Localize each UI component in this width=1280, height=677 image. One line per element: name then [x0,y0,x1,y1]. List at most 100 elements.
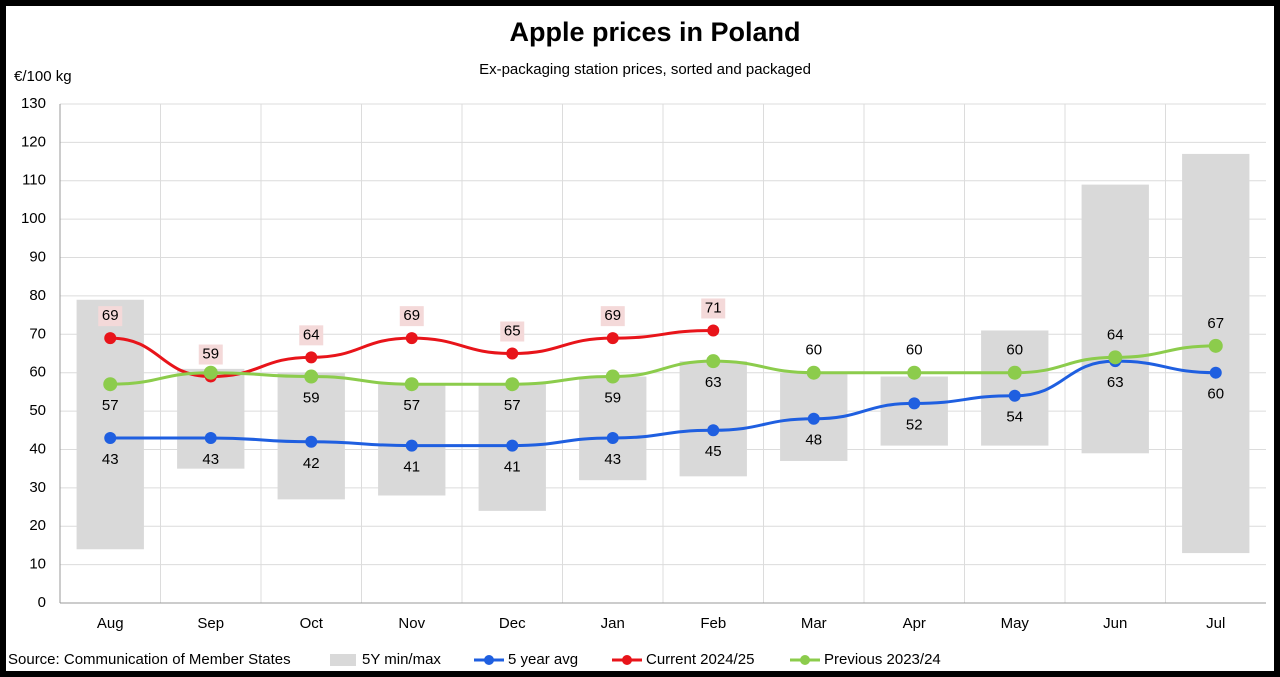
legend-marker [622,655,632,665]
range-bar [579,376,647,481]
value-label-box [198,344,223,365]
value-label: 60 [906,342,923,359]
series-point [1209,366,1222,379]
value-label-box [399,306,424,327]
source-note: Source: Communication of Member States [8,651,291,668]
value-label: 71 [705,299,722,316]
y-tick-label: 120 [21,133,46,150]
legend-marker [800,655,810,665]
series-point [103,377,118,392]
value-label-box [600,306,625,327]
value-label: 63 [1107,374,1124,391]
series-point [908,397,921,410]
y-tick-label: 40 [29,440,46,457]
series-point [203,365,218,380]
value-label: 60 [1207,386,1224,403]
y-tick-label: 100 [21,210,46,227]
value-label: 42 [303,455,320,472]
legend-marker [484,655,494,665]
series-point [605,369,620,384]
value-label: 43 [202,451,219,468]
series-point [1008,389,1021,402]
series-point [305,435,318,448]
series-point [104,332,117,345]
value-label: 41 [403,459,420,476]
x-tick-label: Jan [601,615,625,632]
series-line [110,359,1216,448]
value-label-box [98,306,123,327]
x-tick-label: May [1001,615,1030,632]
y-tick-label: 20 [29,517,46,534]
x-tick-label: Dec [499,615,526,632]
series-point [204,431,217,444]
y-tick-label: 130 [21,95,46,112]
value-label: 59 [604,389,621,406]
series-point [404,377,419,392]
series-point [707,324,720,337]
x-tick-label: Jun [1103,615,1127,632]
series-point [1208,338,1223,353]
series-point [304,369,319,384]
y-tick-label: 0 [38,594,46,611]
legend-label: 5 year avg [508,651,578,668]
range-bar [1182,153,1250,554]
value-label: 65 [504,322,521,339]
y-tick-label: 60 [29,364,46,381]
series-point [707,424,720,437]
legend-swatch [330,654,356,666]
series-point [1007,365,1022,380]
value-label: 63 [705,374,722,391]
value-label: 43 [102,451,119,468]
series-point [907,365,922,380]
value-label: 41 [504,459,521,476]
x-tick-label: Mar [801,615,827,632]
y-tick-label: 110 [22,172,46,189]
y-tick-label: 10 [29,556,46,573]
range-bar [981,330,1049,446]
value-label: 57 [102,397,119,414]
value-label: 52 [906,416,923,433]
legend-label: Previous 2023/24 [824,651,941,668]
series-point [305,351,318,364]
legend-label: Current 2024/25 [646,651,754,668]
value-label: 48 [805,432,822,449]
range-bar [880,376,948,446]
series-point [405,332,418,345]
series-point [505,377,520,392]
x-tick-label: Apr [903,615,926,632]
value-label: 60 [805,342,822,359]
x-tick-label: Oct [300,615,324,632]
series-point [606,332,619,345]
value-label: 69 [403,307,420,324]
chart-title: Apple prices in Poland [509,17,800,47]
x-tick-label: Feb [700,615,726,632]
value-label: 67 [1207,315,1224,332]
chart-subtitle: Ex-packaging station prices, sorted and … [479,61,811,78]
value-label: 57 [504,397,521,414]
range-bar [1081,184,1149,454]
value-label: 59 [303,389,320,406]
series-point [506,347,519,360]
value-label: 69 [604,307,621,324]
range-bar [177,368,245,469]
value-label-box [500,321,525,342]
series-point [104,431,117,444]
value-label-box [701,298,726,319]
value-label-box [299,325,324,346]
series-point [506,439,519,452]
range-bar [679,361,747,477]
y-tick-label: 90 [29,249,46,266]
series-point [806,365,821,380]
y-tick-label: 80 [29,287,46,304]
value-label: 60 [1006,342,1023,359]
value-label: 57 [403,397,420,414]
series-point [606,431,619,444]
series-line [110,344,1216,386]
x-tick-label: Aug [97,615,124,632]
y-axis-label: €/100 kg [14,68,72,85]
legend-label: 5Y min/max [362,651,441,668]
value-label: 59 [202,345,219,362]
series-point [706,354,721,369]
